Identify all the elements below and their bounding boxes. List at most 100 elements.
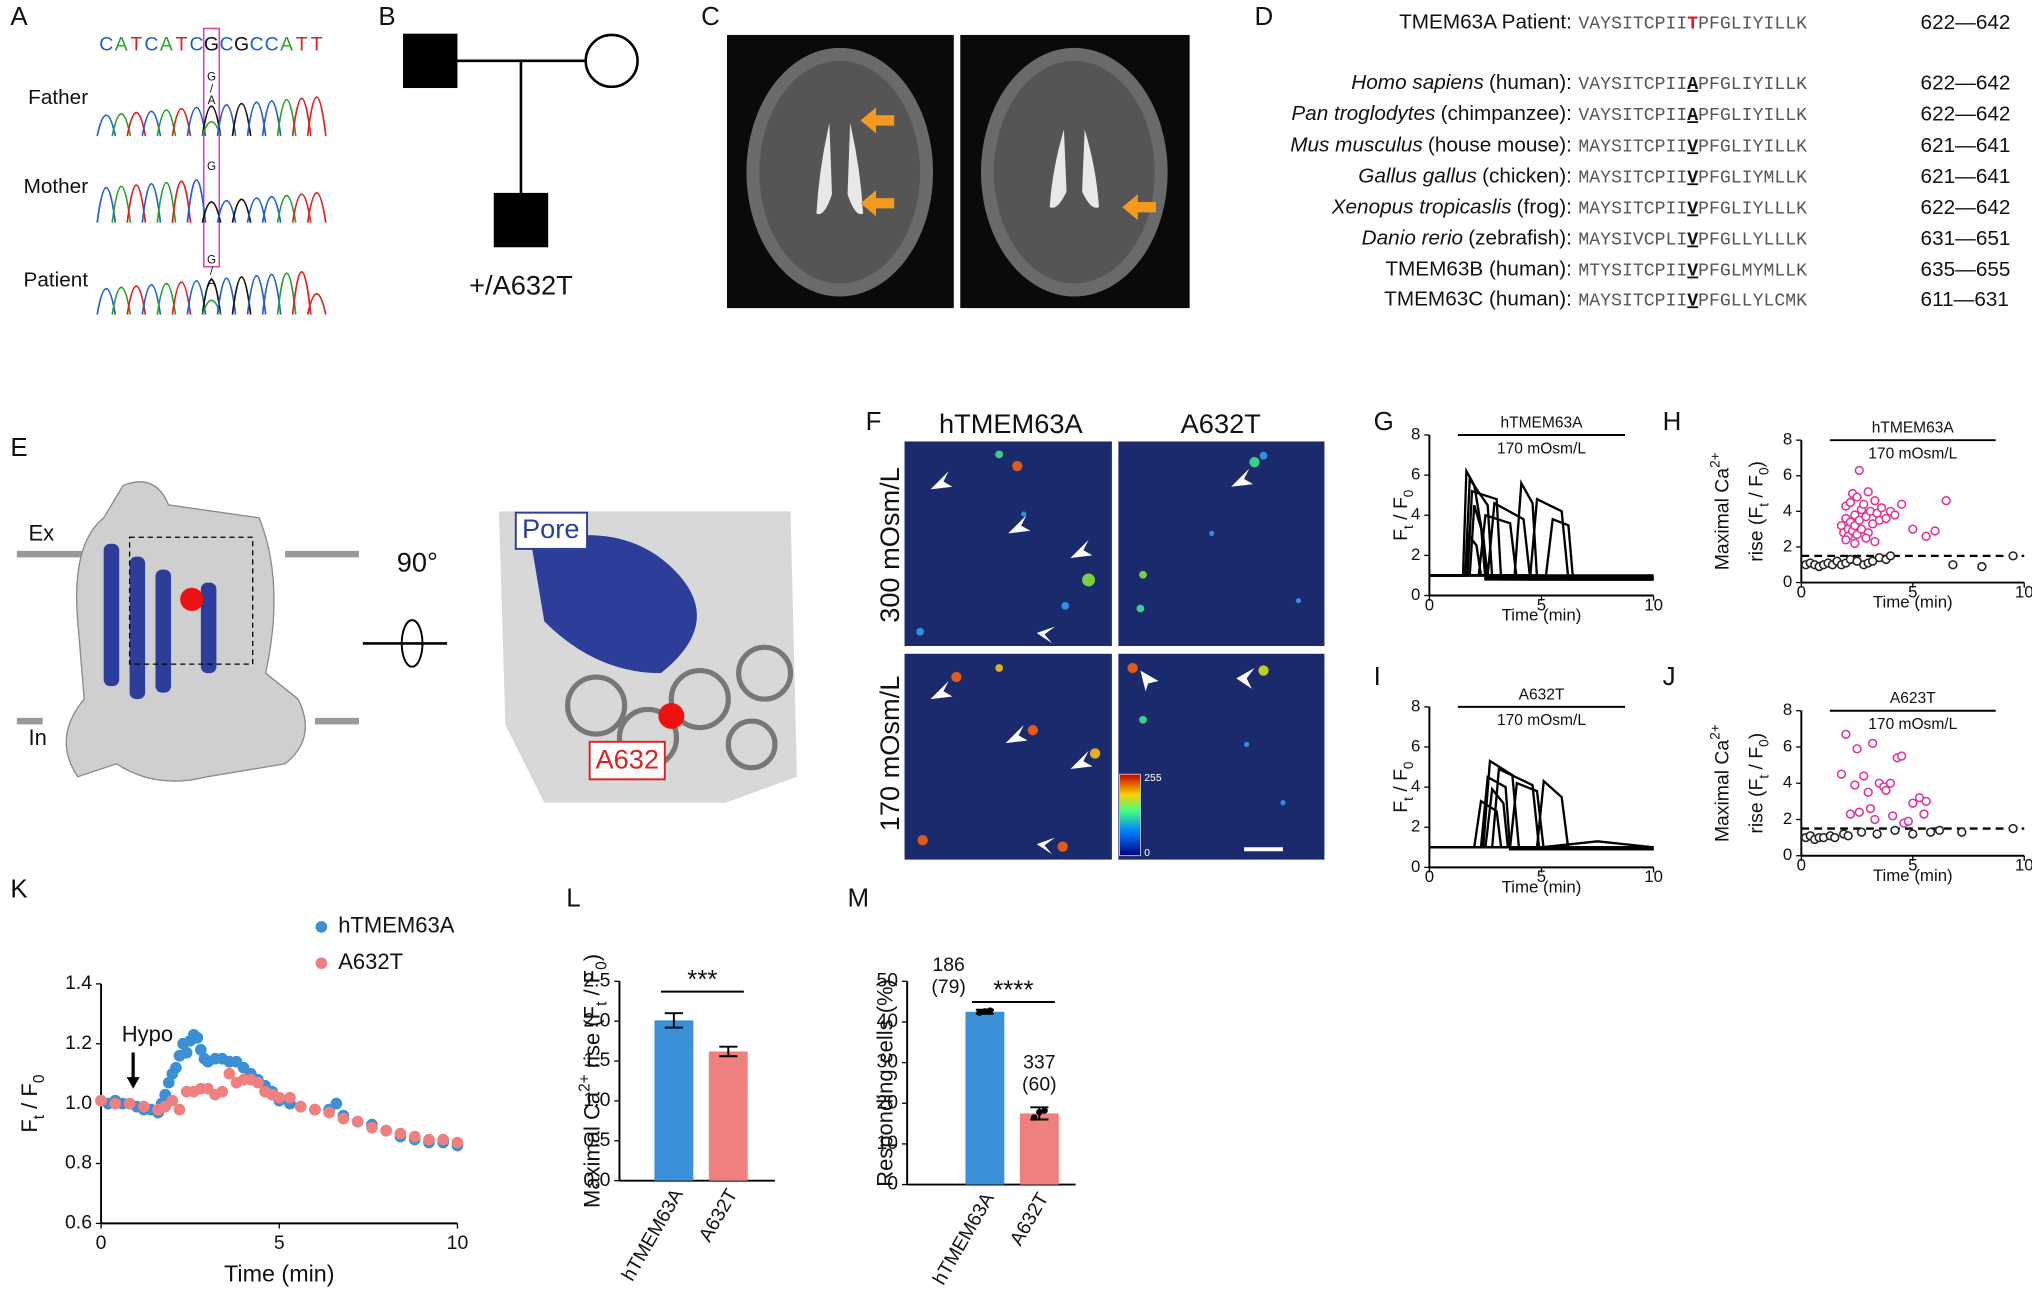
y-tick-label: 2 (1783, 809, 1792, 828)
point (223, 1067, 236, 1080)
helix-rings (565, 644, 794, 771)
residue-box (588, 740, 666, 781)
y-tick-label: 1.2 (65, 1032, 92, 1054)
error-bar (719, 1045, 738, 1058)
y-axis-label-part: t (1401, 797, 1416, 801)
column-label: hTMEM63A (939, 408, 1083, 439)
sequence-part: PFGLIYLLLK (1698, 199, 1807, 219)
y-tick-label: 30 (876, 1051, 898, 1073)
y-tick-label: 2 (1783, 536, 1792, 555)
point (1845, 497, 1856, 508)
point (380, 1124, 393, 1137)
x-tick-label: 0 (1797, 582, 1806, 601)
point (366, 1121, 378, 1134)
x-tick-label: 10 (2015, 856, 2032, 875)
y-axis-label-part: ) (579, 954, 604, 961)
y-axis-label-part: / F (1390, 497, 1412, 525)
point (1919, 809, 1929, 819)
genotype: +/A632T (469, 270, 573, 301)
common-name: (zebrafish): (1468, 227, 1572, 250)
x-tick-label: 10 (1644, 595, 1663, 614)
point (109, 1097, 122, 1110)
y-tick-label: 8 (1411, 424, 1420, 443)
base-letter: C (265, 33, 279, 55)
point (1977, 561, 1987, 572)
y-tick-label: 2.5 (583, 969, 610, 991)
point (2008, 551, 2018, 561)
y-tick-label: 40 (876, 1010, 898, 1032)
arrowheads (930, 468, 1255, 855)
pore-box (514, 511, 589, 550)
y-tick-label: 50 (876, 969, 898, 991)
point (1859, 499, 1869, 509)
point (351, 1115, 364, 1128)
point (170, 1061, 182, 1074)
x-tick-label: 0 (96, 1232, 107, 1254)
species-label: Pan troglodytes (chimpanzee): (1291, 103, 1572, 126)
base-letter: A (115, 33, 128, 55)
bar (1019, 1113, 1059, 1185)
sequence: MAYSIVCPLIVPFGLLYLLLK (1578, 230, 1807, 250)
significance: *** (687, 966, 717, 994)
cell-count: 337 (1023, 1051, 1055, 1073)
chart-subtitle: 170 mOsm/L (1497, 440, 1586, 457)
point (1908, 524, 1918, 534)
residue: V (1687, 291, 1698, 311)
residue-range: 635—655 (1921, 258, 2011, 281)
chart-title: A623T (1890, 690, 1936, 707)
bar (965, 1011, 1005, 1185)
panel-label: J (1663, 663, 1676, 691)
legend-marker (315, 957, 328, 969)
point (138, 1100, 150, 1113)
cells (916, 450, 1302, 852)
y-tick-label: 0 (1783, 572, 1792, 591)
residue: V (1687, 230, 1698, 250)
point (1870, 814, 1880, 825)
point (166, 1094, 179, 1107)
species-name: Mus musculus (1290, 134, 1422, 157)
sequence: VAYSITCPIIAPFGLIYILLK (1578, 75, 1807, 95)
protein-side (65, 481, 306, 782)
residue-range: 622—642 (1921, 103, 2011, 126)
y-axis-label-part: t (1401, 525, 1416, 529)
image-tile (904, 441, 1112, 646)
y-tick-label: 0 (887, 1173, 898, 1195)
annotation: Hypo (122, 1021, 173, 1046)
sequence: MAYSITCPIIVPFGLIYMLLK (1578, 168, 1807, 188)
point (1856, 827, 1867, 837)
sequence: MAYSITCPIIVPFGLIYLLLK (1578, 199, 1807, 219)
inside-label: In (29, 725, 47, 750)
y-tick-label: 1.0 (65, 1092, 92, 1114)
sequence-part: MAYSITCPII (1578, 199, 1687, 219)
sequence-part: PFGLIYILLK (1698, 14, 1807, 34)
y-tick-label: 4 (1411, 505, 1420, 524)
base-letter: C (220, 33, 234, 55)
y-tick-label: 1.4 (65, 972, 92, 994)
y-axis-label-part: t (593, 1001, 610, 1006)
y-axis-label-part: F (1390, 529, 1412, 541)
y-axis-label: Maximal Ca2+ rise (Ft / F0) (576, 954, 610, 1208)
panel-label: B (378, 3, 395, 31)
sequence: MTYSITCPIIVPFGLMYMLLK (1578, 261, 1807, 281)
point (1896, 499, 1907, 509)
panel-label: C (701, 3, 720, 31)
colorbar-max: 255 (1144, 773, 1162, 784)
chart-title: hTMEM63A (1500, 414, 1583, 431)
common-name: (chimpanzee): (1441, 103, 1572, 126)
point (1948, 560, 1958, 570)
point (1854, 807, 1864, 817)
calcium-images (904, 441, 1325, 860)
x-tick-label: hTMEM63A (618, 1185, 688, 1285)
y-axis-label-part: / F (579, 970, 604, 1002)
structure (16, 481, 797, 803)
legend-label: A632T (338, 949, 403, 974)
x-axis-label: Time (min) (1502, 878, 1582, 897)
point (1908, 829, 1918, 839)
sequence: VAYSITCPIITPFGLIYILLK (1578, 14, 1807, 34)
y-tick-label: 6 (1411, 736, 1420, 755)
species-label: TMEM63B (human): (1385, 258, 1572, 281)
point (423, 1133, 435, 1146)
